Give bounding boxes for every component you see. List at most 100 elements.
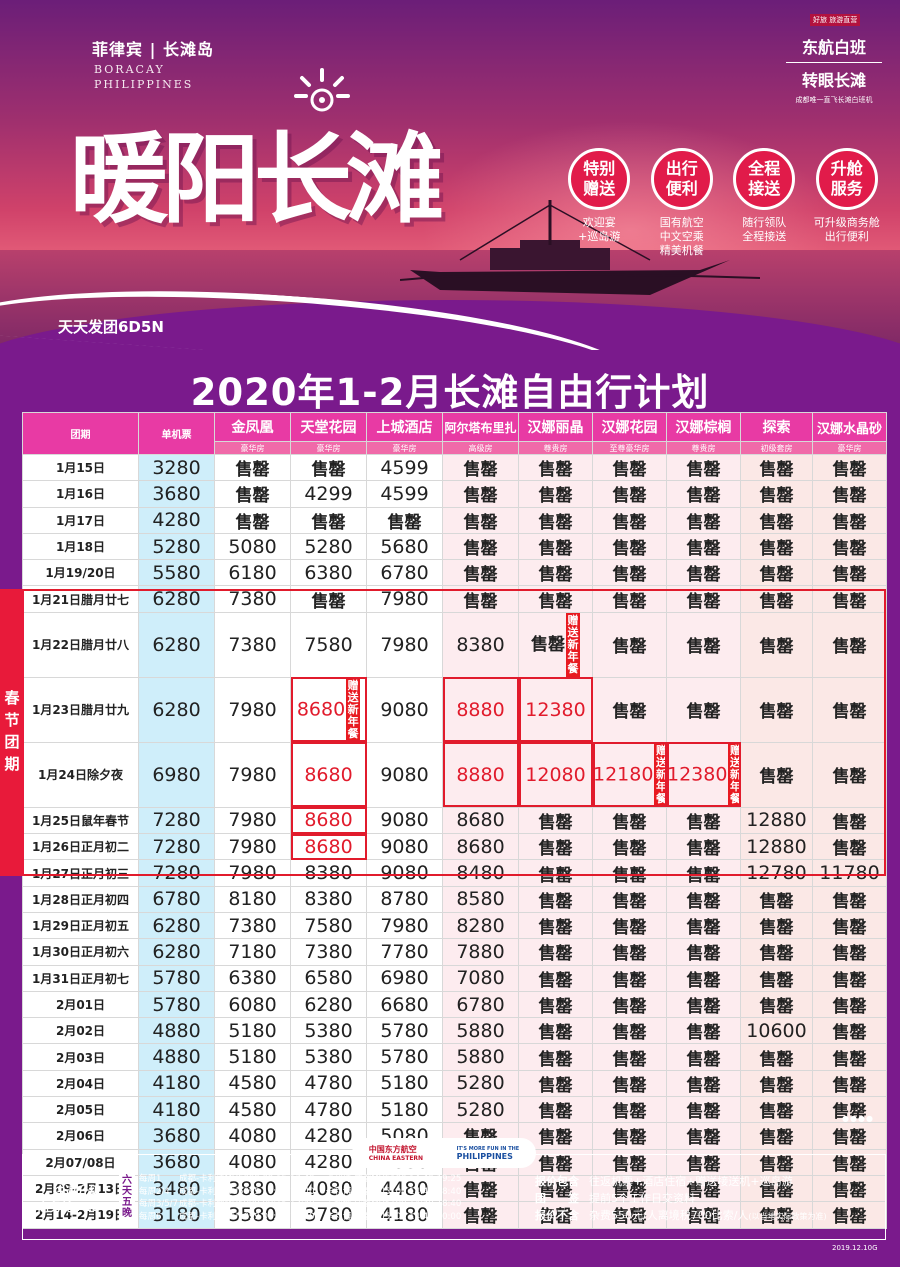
hotel-price-cell: 6380 — [290, 559, 367, 587]
col-header-hotel: 上城酒店 — [366, 412, 443, 442]
hotel-price-cell: 售罄 — [666, 1122, 741, 1150]
feature-desc: 随行领队 全程接送 — [742, 216, 787, 243]
table-row: 1月25日鼠年春节 7280 7980 8680 9080 8680 售罄 售罄 售罄 12880… — [22, 806, 887, 835]
hotel-price-cell: 售罄 — [442, 1201, 519, 1229]
hotel-price-cell: 售罄 — [812, 1069, 887, 1098]
hotel-price-cell: 售罄 — [518, 585, 593, 613]
hotel-price-cell: 售罄 — [666, 1017, 741, 1045]
info-row: 报价不含 杂费550元/人离境税700比索/人(以当地实际政策为准) — [535, 1209, 827, 1222]
hotel-price-cell: 7580 — [290, 611, 367, 678]
hotel-price-cell: 售罄 — [442, 453, 519, 482]
hotel-price-cell: 4080 — [214, 1148, 291, 1176]
hotel-price-cell: 6280 — [290, 990, 367, 1019]
hotel-price-cell: 售罄 — [666, 859, 741, 887]
hotel-price-cell: 12080 — [518, 741, 593, 808]
hotel-price-cell: 售罄 — [518, 833, 593, 861]
hotel-price-cell: 售罄 — [812, 911, 887, 940]
hotel-price-cell: 售罄 — [740, 453, 813, 482]
hotel-price-cell: 售罄 — [518, 1017, 593, 1045]
hotel-price-cell: 5680 — [366, 532, 443, 561]
feature-item: 出行 便利 国有航空 中文空乘 精美机餐 — [643, 148, 722, 258]
gift-badge: 赠送新年餐 — [566, 613, 580, 677]
hotel-price-cell: 售罄赠送新年餐 — [518, 611, 593, 678]
hotel-price-cell: 售罄 — [812, 741, 887, 808]
hotel-price-cell: 售罄 — [740, 532, 813, 561]
hotel-price-cell: 售罄 — [666, 676, 741, 743]
brand-english: BORACAY PHILIPPINES — [94, 62, 193, 92]
date-cell: 2月01日 — [22, 990, 139, 1019]
hotel-price-cell: 6380 — [214, 964, 291, 992]
hotel-price-cell: 售罄 — [812, 559, 887, 587]
hotel-price-cell: 售罄 — [812, 833, 887, 861]
hotel-price-cell: 7980 — [366, 611, 443, 678]
hotel-price-cell: 4080 — [290, 1174, 367, 1203]
feature-item: 特别 赠送 欢迎宴 +巡岛游 — [560, 148, 639, 258]
hotel-price-cell: 5380 — [290, 1043, 367, 1071]
date-cell: 2月07/08日 — [22, 1148, 139, 1176]
hotel-price-cell: 售罄 — [592, 1201, 667, 1229]
feature-desc: 可升级商务舱 出行便利 — [813, 216, 880, 243]
hotel-price-cell: 5380 — [290, 1017, 367, 1045]
hotel-price-cell: 售罄 — [290, 506, 367, 534]
hotel-price-cell: 售罄 — [740, 1069, 813, 1098]
hotel-price-cell: 售罄 — [592, 532, 667, 561]
hotel-price-cell: 售罄 — [518, 964, 593, 992]
hotel-price-cell: 售罄 — [592, 585, 667, 613]
hotel-price-cell: 售罄 — [740, 1122, 813, 1150]
hotel-price-cell: 售罄 — [592, 806, 667, 835]
hotel-price-cell: 售罄 — [666, 885, 741, 913]
hotel-price-cell: 7180 — [214, 938, 291, 966]
room-type: 尊贵房 — [518, 441, 593, 455]
hotel-price-cell: 售罄 — [592, 859, 667, 887]
single-ticket-price: 5580 — [138, 559, 215, 587]
hotel-price-cell: 售罄 — [592, 1069, 667, 1098]
feature-badge: 升舱 服务 — [815, 148, 878, 210]
flight-row: 每周6 成都-卡利博MU5099 09:15-13:40， 卡利博-成都MU510… — [139, 1211, 462, 1222]
hotel-price-cell: 7080 — [442, 964, 519, 992]
flight-schedule: 每周1 成都-卡利博MU5099 09:15-13:40， 卡利博-成都MU510… — [139, 1173, 461, 1223]
hotel-price-cell: 售罄 — [740, 480, 813, 508]
date-cell: 1月27日正月初三 — [22, 859, 139, 887]
corner-line1: 东航白班 — [801, 38, 866, 57]
col-header-hotel: 汉娜花园 — [592, 412, 667, 442]
hotel-price-cell: 售罄 — [442, 506, 519, 534]
hotel-price-cell: 12880 — [740, 833, 813, 861]
info-row: 团 签提前5个工作日交资料 — [535, 1192, 695, 1205]
hotel-price-cell: 售罄 — [812, 1174, 887, 1203]
hotel-price-cell: 5880 — [442, 1043, 519, 1071]
hotel-price-cell: 售罄 — [592, 990, 667, 1019]
col-header-hotel: 汉娜丽晶 — [518, 412, 593, 442]
hotel-price-cell: 售罄 — [290, 585, 367, 613]
hotel-price-cell: 5180 — [214, 1043, 291, 1071]
hotel-price-cell: 6780 — [442, 990, 519, 1019]
hotel-price-cell: 售罄 — [592, 1122, 667, 1150]
hotel-price-cell: 售罄 — [442, 532, 519, 561]
single-ticket-price: 7280 — [138, 859, 215, 887]
room-type: 豪华房 — [290, 441, 367, 455]
hotel-price-cell: 售罄 — [442, 585, 519, 613]
price-table: 团期 单机票 金凤凰 天堂花园 上城酒店 阿尔塔布里扎 汉娜丽晶 汉娜花园 汉娜… — [22, 412, 887, 1229]
hotel-price-cell: 售罄 — [518, 911, 593, 940]
corner-tag: 好旅 旅游直营 — [810, 14, 861, 26]
hotel-price-cell: 9080 — [366, 833, 443, 861]
hotel-price-cell: 售罄 — [592, 1148, 667, 1176]
hotel-price-cell: 售罄 — [666, 990, 741, 1019]
feature-item: 升舱 服务 可升级商务舱 出行便利 — [808, 148, 887, 258]
hotel-price-cell: 售罄 — [518, 990, 593, 1019]
room-type: 豪华房 — [366, 441, 443, 455]
hotel-price-cell: 售罄 — [518, 1096, 593, 1124]
date-cell: 1月16日 — [22, 480, 139, 508]
hotel-price-cell: 售罄 — [666, 506, 741, 534]
hotel-price-cell: 6980 — [366, 964, 443, 992]
hotel-price-cell: 5080 — [214, 532, 291, 561]
hotel-price-cell: 6180 — [214, 559, 291, 587]
single-ticket-price: 3480 — [138, 1174, 215, 1203]
table-row: 1月16日 3680 售罄 4299 4599 售罄 售罄 售罄 售罄 售罄 售罄 — [22, 480, 887, 508]
single-ticket-price: 6980 — [138, 741, 215, 808]
date-cell: 1月22日腊月廿八 — [22, 611, 139, 678]
hotel-price-cell: 8380 — [290, 885, 367, 913]
hotel-price-cell: 售罄 — [518, 559, 593, 587]
brand-en-line1: BORACAY — [94, 63, 165, 76]
date-cell: 2月05日 — [22, 1096, 139, 1124]
hotel-price-cell: 7980 — [366, 585, 443, 613]
